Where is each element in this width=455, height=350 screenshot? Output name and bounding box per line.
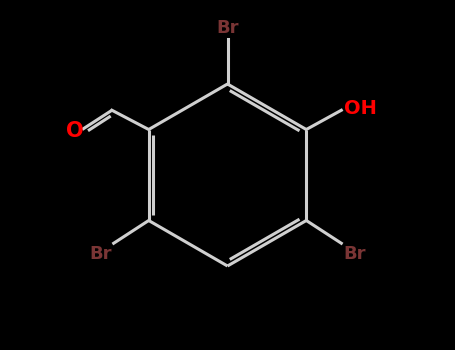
Text: O: O xyxy=(66,121,83,141)
Text: Br: Br xyxy=(89,245,111,263)
Text: Br: Br xyxy=(216,19,239,37)
Text: OH: OH xyxy=(344,99,377,118)
Text: Br: Br xyxy=(344,245,366,263)
